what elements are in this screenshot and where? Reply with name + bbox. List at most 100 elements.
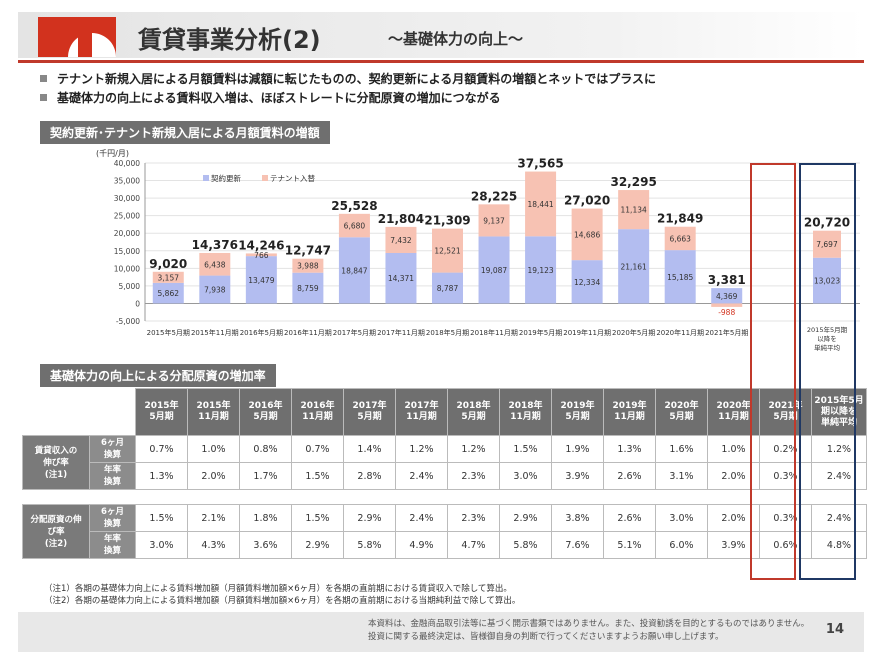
table-cell: 7.6% [551,531,604,559]
data-label-total: 28,225 [471,189,517,203]
bar-renewal [525,236,557,304]
data-label-tenant: 18,441 [527,200,553,209]
footnote-2: （注2）各期の基礎体力向上による賃料増加額（月額賃料増加額×6ヶ月）を各期の直前… [44,596,521,606]
table-cell: 2.0% [187,462,240,490]
table-cell: 1.7% [239,462,292,490]
data-label-total: 21,309 [424,214,470,228]
table-cell: 1.4% [343,435,396,463]
y-tick-label: 30,000 [114,194,140,203]
column-header: 2017年 11月期 [395,388,448,436]
data-label-renewal: 15,185 [667,273,693,282]
column-header: 2018年 11月期 [499,388,552,436]
bar-average-tenant [813,230,841,258]
bar-tenant [199,252,231,276]
bar-renewal [711,288,743,304]
row-sub-label: 6ヶ月 換算 [89,435,136,463]
table-cell: 1.0% [707,435,760,463]
y-tick-label: 20,000 [114,229,140,238]
table-cell: 2.4% [395,462,448,490]
legend-swatch-renewal [203,175,209,181]
data-label-renewal: 4,369 [716,292,738,301]
column-header: 2018年 5月期 [447,388,500,436]
x-tick-label: 2020年5月期 [612,328,655,337]
bar-tenant [478,204,510,237]
data-label-renewal: 8,787 [437,284,459,293]
bar-tenant [292,258,324,273]
bar-renewal [571,260,603,304]
data-label-renewal: 18,847 [341,266,367,275]
y-tick-label: -5,000 [116,317,140,326]
table-cell: 3.0% [135,531,188,559]
x-tick-label: 2016年11月期 [284,328,332,337]
table-row: 年率 換算 3.0% 4.3% 3.6% 2.9% 5.8% 4.9% 4.7% 5.8% 7.6%… [23,531,867,559]
x-tick-label-average: 単純平均 [814,343,841,352]
data-label-total: 32,295 [610,175,656,189]
disclaimer: 本資料は、金融商品取引法等に基づく開示書類ではありません。また、投資勧誘を目的と… [368,619,810,642]
data-label-tenant: 9,137 [483,216,505,225]
footnotes: （注1）各期の基礎体力向上による賃料増加額（月額賃料増加額×6ヶ月）を各期の直前… [44,583,520,607]
x-tick-label-average: 2015年5月期 [807,325,848,334]
table-cell: 1.5% [291,504,344,532]
header-divider [18,60,864,63]
bar-tenant [338,213,370,238]
bar-renewal [385,252,417,304]
data-label-tenant: 7,432 [390,236,412,245]
table-cell: 2.3% [447,504,500,532]
data-label-total: 14,246 [238,238,284,252]
table-cell: 1.9% [551,435,604,463]
x-tick-label: 2017年5月期 [333,328,376,337]
table-cell: 2.4% [811,504,867,532]
table-cell: 1.2% [811,435,867,463]
table-cell: 1.3% [603,435,656,463]
row-group-label: 分配原資の伸 び率 (注2) [22,504,90,559]
table-cell: 0.6% [759,531,812,559]
data-label-tenant: 766 [254,251,269,260]
column-header: 2021年 5月期 [759,388,812,436]
data-label-tenant: 3,157 [158,273,180,282]
data-label-tenant: 14,686 [574,230,600,239]
bar-renewal [664,250,696,304]
table-cell: 3.9% [551,462,604,490]
bar-renewal [618,229,650,304]
bar-tenant [152,271,184,283]
column-header: 2015年5月 期以降を 単純平均 [811,388,867,436]
bar-tenant [385,226,417,253]
y-tick-label: 5,000 [119,282,141,291]
x-tick-label: 2015年11月期 [191,328,239,337]
data-label-total: 3,381 [708,273,746,287]
data-label-average-renewal: 13,023 [814,277,840,286]
data-label-total: 9,020 [149,257,187,271]
table-cell: 3.8% [551,504,604,532]
bullet-item: 基礎体力の向上による賃料収入増は、ほぼストレートに分配原資の増加につながる [40,89,840,108]
table-cell: 1.0% [187,435,240,463]
row-sub-label: 6ヶ月 換算 [89,504,136,532]
data-label-total: 12,747 [285,244,331,258]
data-label-renewal: 7,938 [204,286,226,295]
table-row: 分配原資の伸 び率 (注2) 6ヶ月 換算 1.5% 2.1% 1.8% 1.5% 2.9% 2.4… [22,504,867,559]
data-label-renewal: 21,161 [621,262,647,271]
x-tick-label: 2018年5月期 [426,328,469,337]
data-label-renewal: 19,087 [481,266,507,275]
bar-tenant [525,171,557,237]
table-cell: 5.1% [603,531,656,559]
legend-label-tenant: テナント入替 [270,173,315,183]
table-cell: 3.6% [239,531,292,559]
table-cell: 2.4% [811,462,867,490]
bar-renewal [245,256,277,304]
growth-rate-table: 2015年 5月期 2015年 11月期 2016年 5月期 2016年 11月期 2017年 5… [22,388,867,559]
data-label-total: 27,020 [564,194,610,208]
table-cell: 4.8% [811,531,867,559]
table-cell: 4.9% [395,531,448,559]
title-bar: 賃貸事業分析(2) ～基礎体力の向上～ [18,12,864,58]
table-cell: 2.8% [343,462,396,490]
column-header: 2020年 5月期 [655,388,708,436]
table-spacer [23,490,867,505]
x-tick-label: 2019年11月期 [563,328,611,337]
table-cell: 1.6% [655,435,708,463]
x-tick-label: 2015年5月期 [147,328,190,337]
table-cell: 2.0% [707,462,760,490]
table-cell: 5.8% [499,531,552,559]
table-cell: 3.0% [499,462,552,490]
table-cell: 2.9% [343,504,396,532]
row-group-label: 賃貸収入の 伸び率 (注1) [22,435,90,490]
